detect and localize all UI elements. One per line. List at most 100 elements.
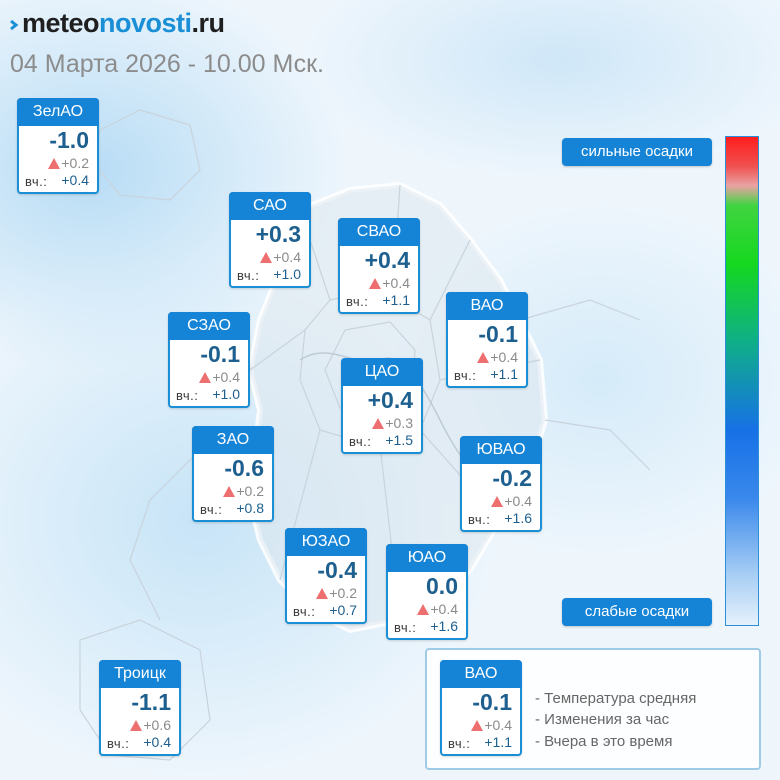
district-temperature: -0.6 xyxy=(224,455,264,481)
triangle-up-icon xyxy=(316,588,329,599)
yesterday-label: вч.: xyxy=(25,174,48,189)
yesterday-label: вч.: xyxy=(394,620,417,635)
district-name: ВАО xyxy=(446,292,528,320)
district-temperature: -0.1 xyxy=(478,321,518,347)
district-name: ЮАО xyxy=(386,544,468,572)
district-hourly-change: +0.2 xyxy=(316,585,357,601)
hourly-change-value: +0.2 xyxy=(236,483,264,499)
scale-label-heavy: сильные осадки xyxy=(562,138,712,166)
triangle-up-icon xyxy=(199,372,212,383)
yesterday-label: вч.: xyxy=(176,388,199,403)
district-name: ЮВАО xyxy=(460,436,542,464)
yesterday-label: вч.: xyxy=(293,604,316,619)
district-hourly-change: +0.4 xyxy=(477,349,518,365)
district-hourly-change: +0.2 xyxy=(48,155,89,171)
hourly-change-value: +0.3 xyxy=(385,415,413,431)
triangle-up-icon xyxy=(48,158,61,169)
logo-text-meteo: meteo xyxy=(22,8,100,38)
district-name: ЗелАО xyxy=(17,98,99,126)
district-card-yuao: ЮАО 0.0 +0.4 вч.: +1.6 xyxy=(386,544,468,640)
hourly-change-value: +0.4 xyxy=(430,601,458,617)
district-hourly-change: +0.4 xyxy=(260,249,301,265)
yesterday-label: вч.: xyxy=(237,268,260,283)
district-temperature: -0.4 xyxy=(317,557,357,583)
district-temperature: -0.2 xyxy=(492,465,532,491)
site-logo: meteonovosti.ru xyxy=(10,8,225,39)
hourly-change-value: +0.2 xyxy=(329,585,357,601)
legend-sample-card: ВАО -0.1 +0.4 вч.: +1.1 xyxy=(440,660,522,756)
yesterday-label: вч.: xyxy=(200,502,223,517)
district-hourly-change: +0.6 xyxy=(130,717,171,733)
hourly-change-value: +0.6 xyxy=(143,717,171,733)
legend-line-hourly-change: - Изменения за час xyxy=(535,711,670,728)
district-hourly-change: +0.4 xyxy=(369,275,410,291)
district-temperature: -1.0 xyxy=(49,127,89,153)
hourly-change-value: +0.4 xyxy=(504,493,532,509)
district-card-zelao: ЗелАО -1.0 +0.2 вч.: +0.4 xyxy=(17,98,99,194)
district-temperature: +0.4 xyxy=(364,247,410,273)
district-yesterday-temp: +1.1 xyxy=(490,366,518,382)
district-name: ВАО xyxy=(440,660,522,688)
hourly-change-value: +0.4 xyxy=(484,717,512,733)
hourly-change-value: +0.2 xyxy=(61,155,89,171)
district-hourly-change: +0.4 xyxy=(199,369,240,385)
district-card-troitsk: Троицк -1.1 +0.6 вч.: +0.4 xyxy=(99,660,181,756)
triangle-up-icon xyxy=(260,252,273,263)
scale-label-light: слабые осадки xyxy=(562,598,712,626)
district-name: ЗАО xyxy=(192,426,274,454)
district-name: СЗАО xyxy=(168,312,250,340)
yesterday-label: вч.: xyxy=(448,736,471,751)
district-yesterday-temp: +1.0 xyxy=(273,266,301,282)
district-temperature: +0.4 xyxy=(367,387,413,413)
triangle-up-icon xyxy=(130,720,143,731)
district-card-tsao: ЦАО +0.4 +0.3 вч.: +1.5 xyxy=(341,358,423,454)
logo-text-novosti: novosti xyxy=(99,8,192,38)
district-card-sao: САО +0.3 +0.4 вч.: +1.0 xyxy=(229,192,311,288)
yesterday-label: вч.: xyxy=(107,736,130,751)
district-yesterday-temp: +1.6 xyxy=(504,510,532,526)
district-name: ЮЗАО xyxy=(285,528,367,556)
triangle-up-icon xyxy=(491,496,504,507)
legend-line-average-temp: - Температура средняя xyxy=(535,690,697,707)
district-yesterday-temp: +1.5 xyxy=(385,432,413,448)
logo-text-domain: .ru xyxy=(191,8,226,38)
district-hourly-change: +0.2 xyxy=(223,483,264,499)
district-temperature: +0.3 xyxy=(255,221,301,247)
hourly-change-value: +0.4 xyxy=(382,275,410,291)
hourly-change-value: +0.4 xyxy=(212,369,240,385)
district-yesterday-temp: +1.6 xyxy=(430,618,458,634)
district-card-yuvao: ЮВАО -0.2 +0.4 вч.: +1.6 xyxy=(460,436,542,532)
hourly-change-value: +0.4 xyxy=(273,249,301,265)
triangle-up-icon xyxy=(369,278,382,289)
forecast-datetime: 04 Марта 2026 - 10.00 Мск. xyxy=(10,50,324,78)
hourly-change-value: +0.4 xyxy=(490,349,518,365)
district-temperature: -1.1 xyxy=(131,689,171,715)
district-hourly-change: +0.4 xyxy=(417,601,458,617)
yesterday-label: вч.: xyxy=(349,434,372,449)
precipitation-scale-bar xyxy=(725,136,759,626)
triangle-up-icon xyxy=(372,418,385,429)
district-yesterday-temp: +1.0 xyxy=(212,386,240,402)
district-temperature: 0.0 xyxy=(426,573,458,599)
district-hourly-change: +0.3 xyxy=(372,415,413,431)
district-card-szao: СЗАО -0.1 +0.4 вч.: +1.0 xyxy=(168,312,250,408)
district-name: СВАО xyxy=(338,218,420,246)
district-yesterday-temp: +1.1 xyxy=(382,292,410,308)
district-hourly-change: +0.4 xyxy=(471,717,512,733)
district-card-vao: ВАО -0.1 +0.4 вч.: +1.1 xyxy=(446,292,528,388)
district-card-yuzao: ЮЗАО -0.4 +0.2 вч.: +0.7 xyxy=(285,528,367,624)
logo-mark-icon xyxy=(10,19,19,31)
district-yesterday-temp: +1.1 xyxy=(484,734,512,750)
yesterday-label: вч.: xyxy=(468,512,491,527)
district-yesterday-temp: +0.4 xyxy=(143,734,171,750)
district-name: САО xyxy=(229,192,311,220)
legend-line-yesterday: - Вчера в это время xyxy=(535,733,673,750)
yesterday-label: вч.: xyxy=(346,294,369,309)
district-name: Троицк xyxy=(99,660,181,688)
district-card-svao: СВАО +0.4 +0.4 вч.: +1.1 xyxy=(338,218,420,314)
district-temperature: -0.1 xyxy=(472,689,512,715)
district-card-zao: ЗАО -0.6 +0.2 вч.: +0.8 xyxy=(192,426,274,522)
triangle-up-icon xyxy=(471,720,484,731)
triangle-up-icon xyxy=(417,604,430,615)
